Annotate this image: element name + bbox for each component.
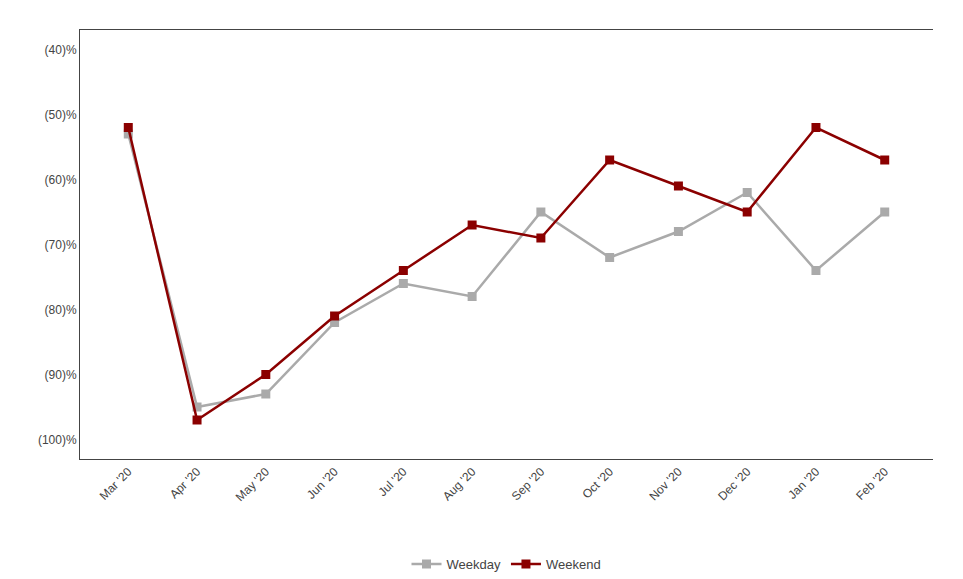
svg-text:Dec '20: Dec '20 (715, 465, 754, 504)
svg-text:Weekday: Weekday (447, 557, 501, 572)
svg-text:(90)%: (90)% (45, 368, 77, 382)
svg-text:Mar '20: Mar '20 (97, 465, 135, 503)
svg-text:Weekend: Weekend (546, 557, 601, 572)
svg-text:(100)%: (100)% (38, 433, 77, 447)
svg-text:Nov '20: Nov '20 (646, 465, 685, 504)
svg-text:(80)%: (80)% (45, 303, 77, 317)
svg-text:(50)%: (50)% (45, 108, 77, 122)
svg-text:Aug '20: Aug '20 (440, 465, 479, 504)
svg-text:May '20: May '20 (233, 465, 273, 505)
svg-text:(60)%: (60)% (45, 173, 77, 187)
svg-text:(70)%: (70)% (45, 238, 77, 252)
svg-text:(40)%: (40)% (45, 43, 77, 57)
svg-text:Oct '20: Oct '20 (579, 465, 616, 502)
svg-text:Jul '20: Jul '20 (376, 465, 410, 499)
svg-text:Jan '20: Jan '20 (785, 465, 822, 502)
svg-text:Apr '20: Apr '20 (167, 465, 204, 502)
svg-text:Sep '20: Sep '20 (509, 465, 548, 504)
svg-text:Feb '20: Feb '20 (853, 465, 891, 503)
svg-text:Jun '20: Jun '20 (304, 465, 341, 502)
